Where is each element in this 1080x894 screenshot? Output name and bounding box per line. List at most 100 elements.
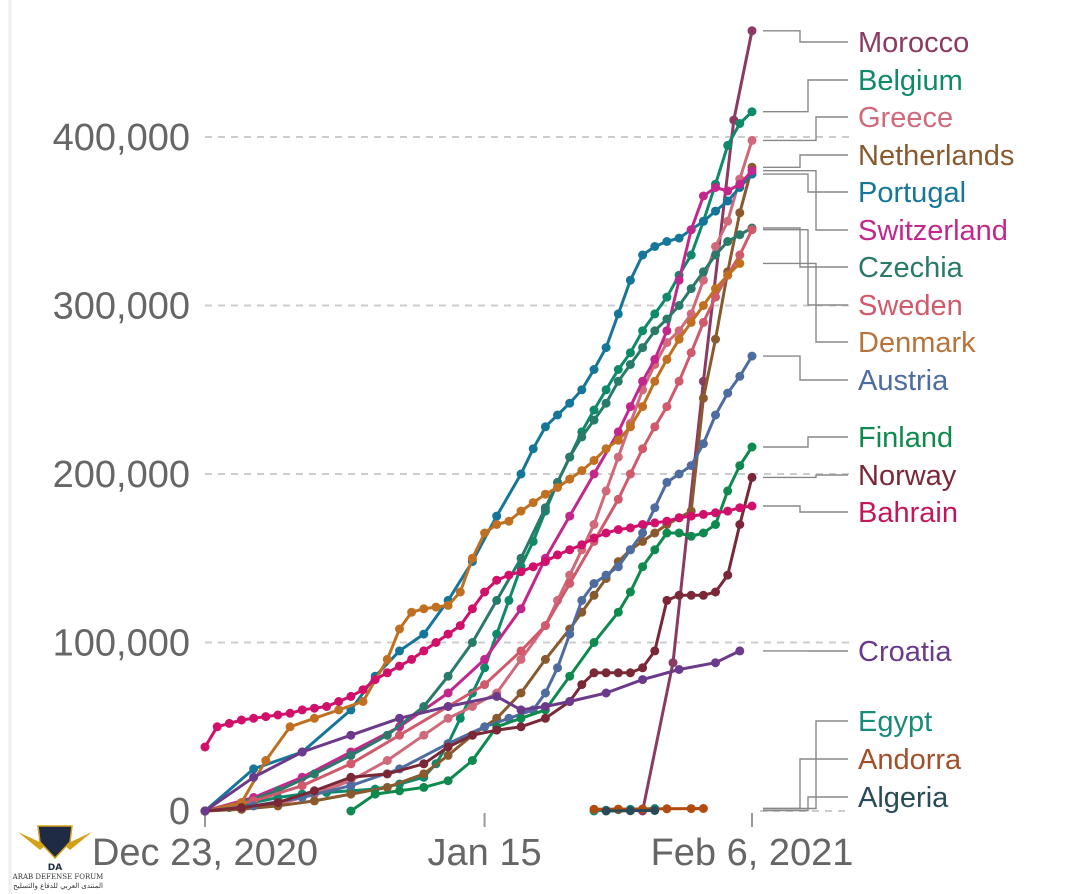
data-point <box>674 665 684 674</box>
data-point <box>467 702 477 711</box>
data-point <box>723 196 733 206</box>
data-point <box>613 525 623 535</box>
data-point <box>747 472 757 482</box>
data-point <box>382 782 392 792</box>
data-point <box>504 595 514 605</box>
data-point <box>735 646 745 656</box>
data-point <box>370 675 380 685</box>
data-point <box>589 638 599 647</box>
data-point <box>638 444 648 454</box>
legend-connector <box>763 30 848 43</box>
data-point <box>577 540 587 550</box>
data-point <box>395 730 404 740</box>
data-point <box>565 398 575 408</box>
data-point <box>735 520 745 529</box>
data-point <box>492 511 502 521</box>
data-point <box>467 553 477 563</box>
data-point <box>480 722 490 732</box>
data-point <box>601 444 611 454</box>
legend-label-greece: Greece <box>858 102 953 134</box>
data-point <box>516 469 526 479</box>
data-point <box>540 557 550 567</box>
data-point <box>467 638 477 647</box>
data-point <box>540 503 550 513</box>
data-point <box>735 371 745 381</box>
data-point <box>212 722 222 732</box>
data-point <box>674 528 684 538</box>
data-point <box>553 663 562 673</box>
series-netherlands <box>200 162 757 816</box>
legend-label-belgium: Belgium <box>858 65 963 97</box>
data-point <box>577 466 587 476</box>
data-point <box>723 237 733 246</box>
data-point <box>686 309 696 319</box>
data-point <box>237 803 246 813</box>
data-point <box>601 570 611 580</box>
data-point <box>747 225 757 235</box>
data-point <box>613 365 623 374</box>
data-point <box>638 663 648 673</box>
data-point <box>650 242 660 251</box>
data-point <box>650 422 660 432</box>
data-point <box>723 506 733 516</box>
data-point <box>249 772 259 782</box>
data-point <box>589 469 599 479</box>
legend-label-switzerland: Switzerland <box>858 215 1008 247</box>
data-point <box>261 756 271 765</box>
legend-connector <box>763 154 848 168</box>
data-point <box>735 179 745 189</box>
data-point <box>601 398 611 408</box>
data-point <box>309 786 319 796</box>
data-point <box>662 326 672 336</box>
data-point <box>516 567 526 577</box>
series-line <box>203 504 753 748</box>
data-point <box>285 722 295 732</box>
data-point <box>382 769 392 779</box>
data-point <box>540 654 550 664</box>
data-point <box>698 216 708 226</box>
data-point <box>698 191 708 201</box>
x-tick-label: Dec 23, 2020 <box>92 832 318 874</box>
series-norway <box>200 472 757 816</box>
legend-connector <box>763 262 848 343</box>
series-line <box>204 110 754 813</box>
wing-left-icon <box>18 832 46 850</box>
data-point <box>443 600 453 610</box>
data-point <box>443 742 453 752</box>
data-point <box>674 233 684 243</box>
series-croatia <box>200 646 745 816</box>
data-point <box>249 713 259 723</box>
data-point <box>589 405 599 415</box>
series-algeria <box>601 806 660 816</box>
data-point <box>735 503 745 513</box>
y-tick-label: 100,000 <box>53 623 190 665</box>
data-point <box>589 520 599 529</box>
data-point <box>480 663 490 673</box>
data-point <box>528 562 538 572</box>
data-point <box>711 508 720 518</box>
legend-connector <box>763 355 848 381</box>
data-point <box>346 730 356 740</box>
data-point <box>711 250 720 260</box>
legend-connector <box>763 227 848 268</box>
data-point <box>443 776 453 786</box>
watermark-line1: ARAB DEFENSE FORUM <box>12 873 104 881</box>
data-point <box>528 444 538 454</box>
data-point <box>686 348 696 358</box>
data-point <box>601 486 611 496</box>
shield-icon <box>37 825 73 860</box>
data-point <box>492 691 502 701</box>
legend-connector <box>763 720 848 810</box>
data-point <box>711 206 720 216</box>
data-point <box>662 314 672 324</box>
data-point <box>698 267 708 277</box>
legend-connectors <box>763 30 848 812</box>
data-point <box>711 334 720 344</box>
legend-label-denmark: Denmark <box>858 327 976 359</box>
data-point <box>577 680 587 690</box>
data-point <box>309 713 319 723</box>
data-point <box>674 513 684 523</box>
data-point <box>346 781 356 791</box>
series-bahrain <box>200 501 757 752</box>
